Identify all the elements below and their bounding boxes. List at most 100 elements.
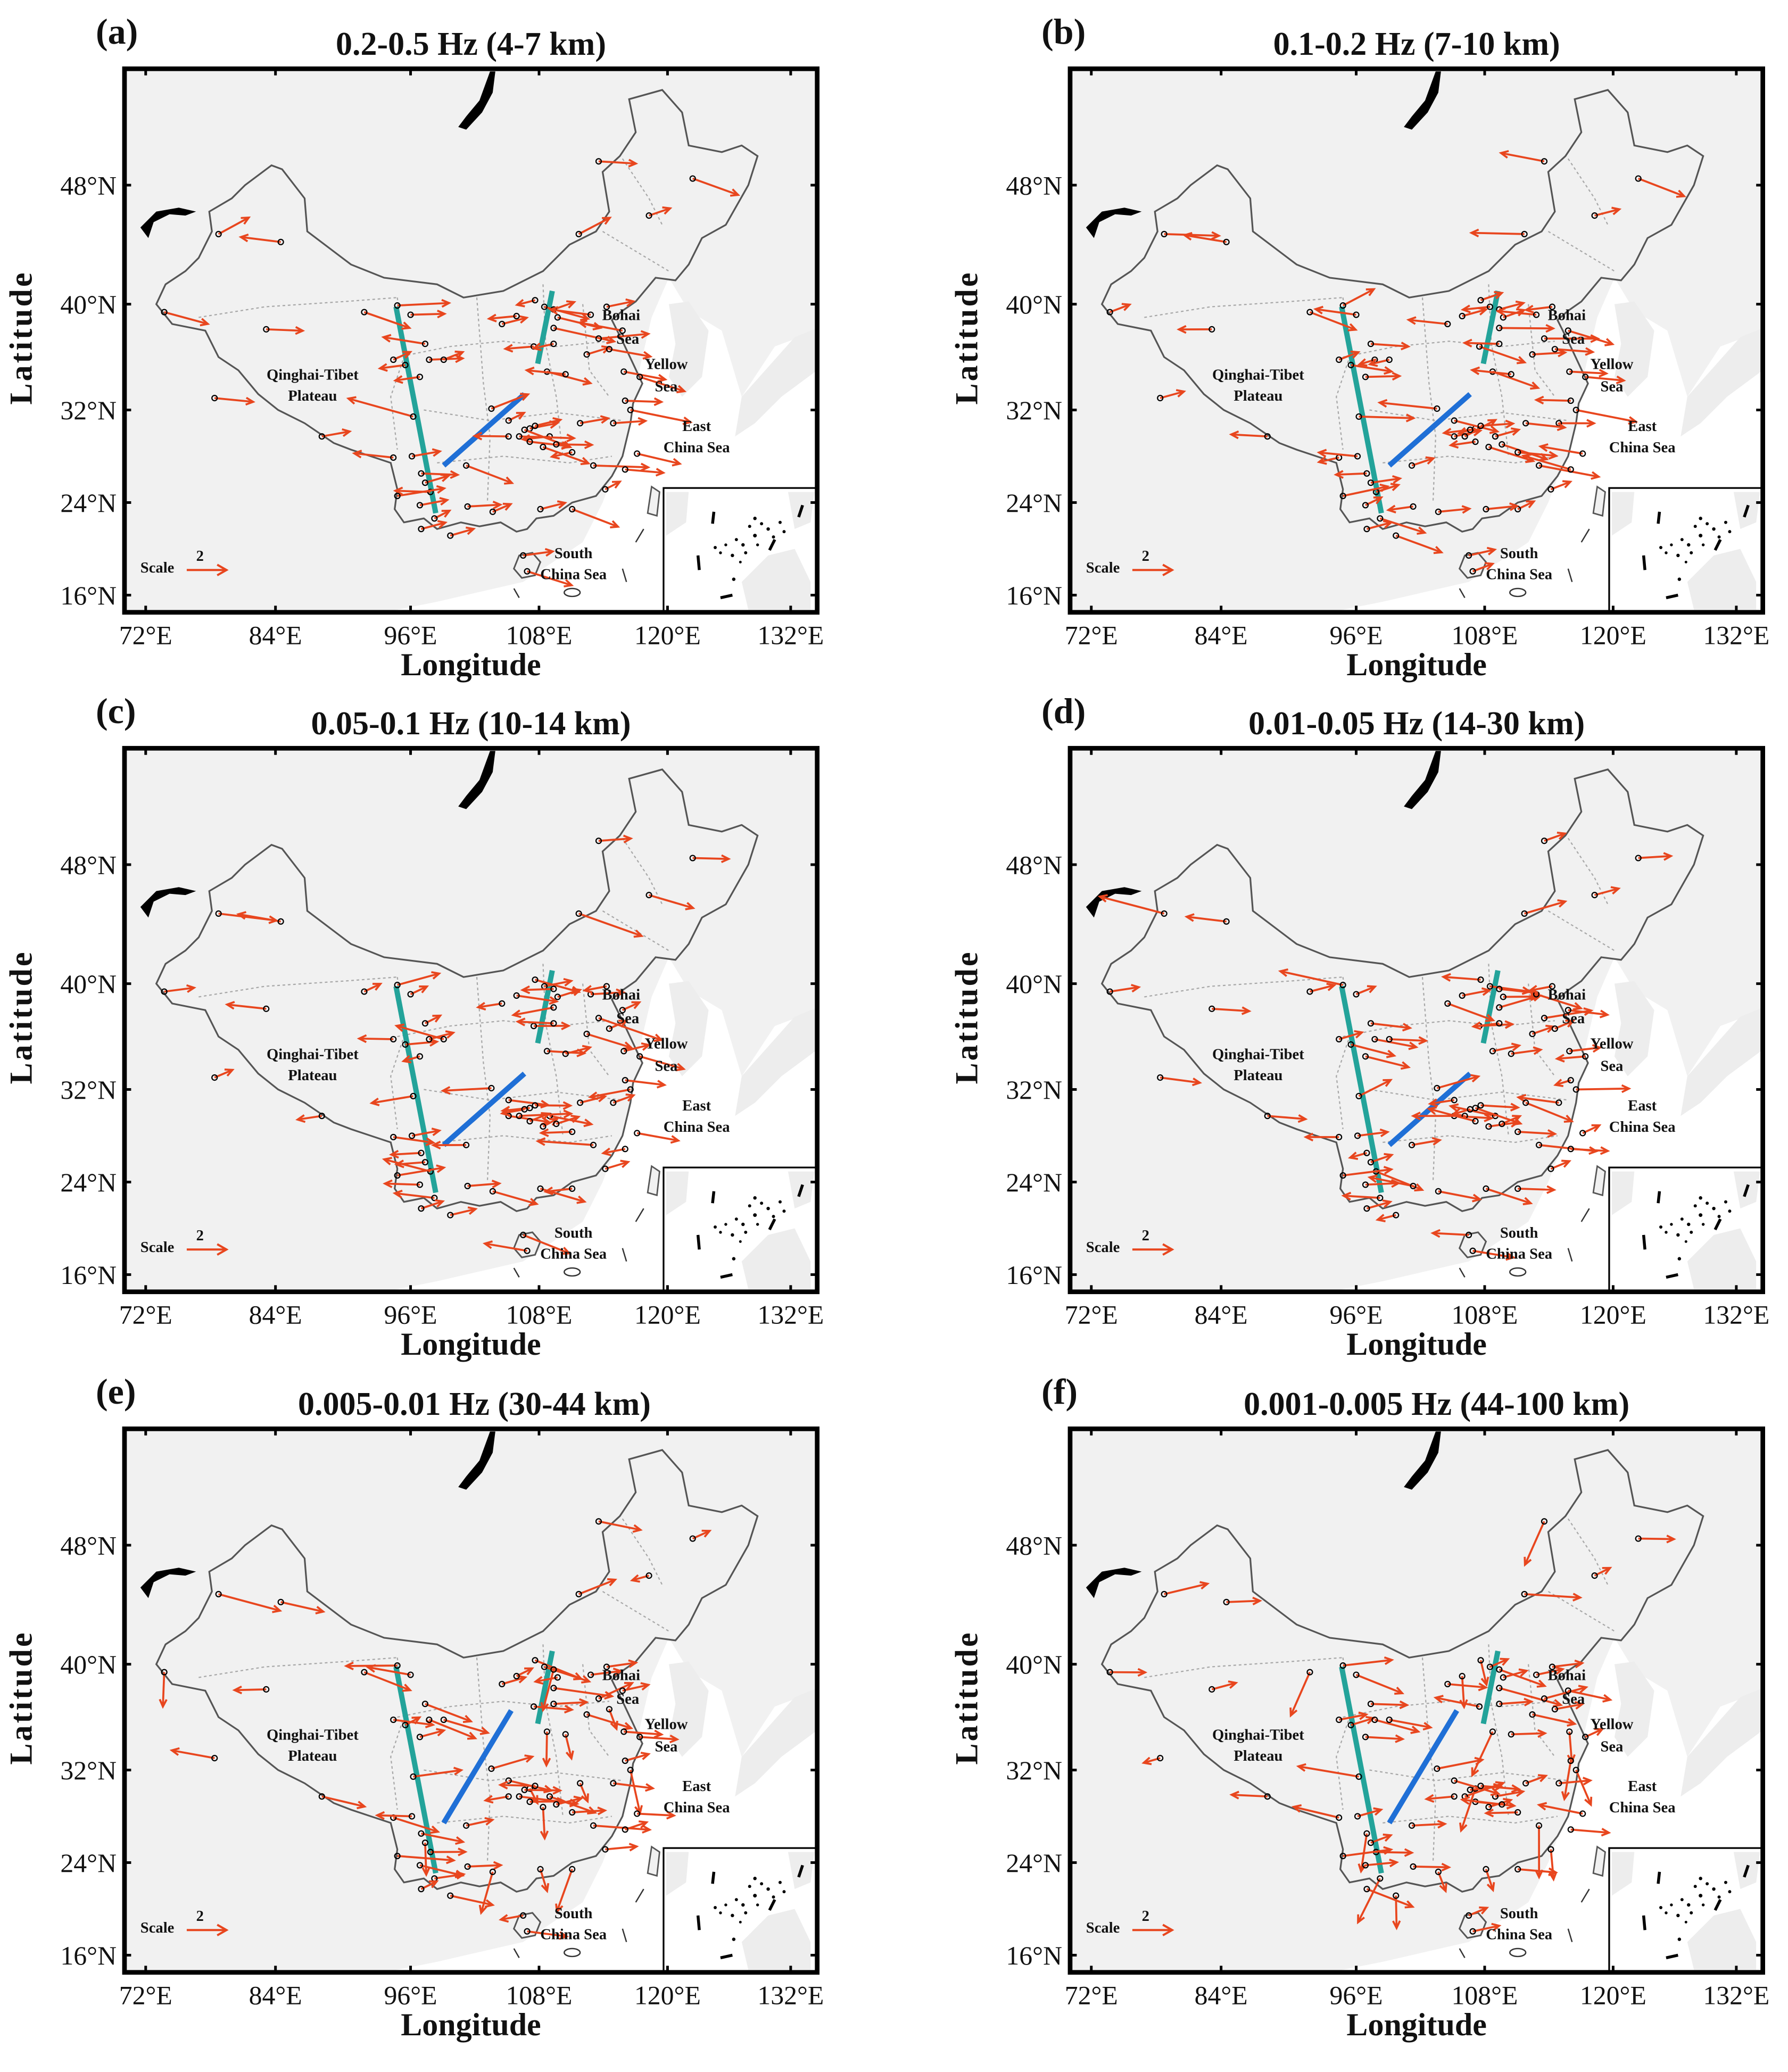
station-vector [1433, 1695, 1483, 1710]
station-marker-icon [361, 988, 368, 995]
x-tick-label: 72°E [1065, 1300, 1118, 1329]
station-vector [1354, 1128, 1390, 1139]
station-vector [553, 1795, 584, 1808]
station-vector [524, 1928, 569, 1940]
x-tick-label: 120°E [634, 620, 701, 650]
station-vector [1362, 1859, 1400, 1869]
station-vector [595, 1015, 664, 1042]
station-vector [361, 1669, 412, 1692]
station-marker-icon [1529, 1711, 1536, 1718]
station-marker-icon [1339, 1172, 1346, 1179]
station-vector [1223, 1596, 1263, 1606]
station-marker-icon [1572, 1767, 1579, 1773]
station-marker-icon [489, 1868, 496, 1876]
station-marker-icon [1339, 302, 1346, 309]
station-marker-icon [1469, 568, 1476, 575]
station-vector [533, 1674, 561, 1685]
station-vector [1499, 1114, 1522, 1128]
station-marker-icon [532, 976, 539, 983]
station-vector [1499, 150, 1548, 165]
station-vector [540, 443, 591, 466]
station-marker-icon [1354, 453, 1361, 460]
station-vector [1514, 449, 1559, 460]
station-vector [462, 1817, 495, 1829]
station-vector [238, 233, 284, 245]
station-vector [1522, 420, 1567, 432]
station-marker-icon [569, 1809, 576, 1816]
station-marker-icon [540, 1123, 547, 1130]
station-vector [1347, 1716, 1376, 1729]
station-marker-icon [1306, 1669, 1313, 1676]
station-vector [619, 1682, 651, 1694]
station-vector [1461, 303, 1494, 313]
station-marker-icon [1469, 1928, 1476, 1935]
label-yellow-2: Sea [1601, 379, 1624, 395]
y-tick-label: 40°N [1006, 1650, 1063, 1679]
hainan-outline [1459, 1912, 1487, 1939]
station-vector [1451, 428, 1483, 440]
korea-land [1615, 301, 1654, 397]
station-vector [577, 1093, 608, 1106]
station-vector [1477, 1657, 1489, 1687]
station-vector [1469, 1922, 1502, 1935]
label-bohai-1: Bohai [602, 987, 641, 1003]
station-marker-icon [590, 1141, 597, 1148]
station-vector [619, 1001, 642, 1014]
label-east-1: East [1628, 1098, 1657, 1114]
station-vector [1317, 449, 1361, 460]
station-vector [447, 1892, 495, 1908]
station-marker-icon [1499, 441, 1505, 448]
station-vector [418, 1880, 439, 1893]
station-marker-icon [1336, 1814, 1343, 1821]
y-tick-label: 24°N [60, 1168, 117, 1197]
station-marker-icon [1336, 356, 1343, 363]
station-marker-icon [1591, 212, 1598, 219]
station-marker-icon [1496, 341, 1503, 347]
label-east-2: China Sea [664, 1119, 730, 1136]
station-vector [569, 1806, 608, 1816]
scale-label: Scale [1086, 560, 1120, 576]
station-marker-icon [1451, 1793, 1458, 1800]
station-vector [1386, 1717, 1433, 1731]
station-marker-icon [562, 1731, 569, 1738]
station-marker-icon [1555, 1780, 1562, 1787]
station-vector [1097, 894, 1168, 917]
station-vector [426, 1717, 477, 1740]
station-vector [1367, 1020, 1413, 1032]
label-yellow-2: Sea [1601, 1739, 1624, 1755]
station-marker-icon [513, 1673, 520, 1680]
station-marker-icon [418, 1886, 425, 1893]
station-vector [1591, 1567, 1612, 1579]
station-vector [577, 319, 626, 334]
station-vector [377, 361, 409, 372]
station-vector [606, 1020, 628, 1032]
station-marker-icon [1410, 1182, 1417, 1189]
station-vector [1347, 1041, 1397, 1058]
station-vector [1528, 983, 1556, 993]
blue-profile [442, 1071, 526, 1147]
station-marker-icon [416, 1734, 424, 1741]
station-marker-icon [540, 1804, 547, 1811]
station-vector [1533, 1666, 1565, 1678]
station-vectors [161, 158, 741, 587]
station-vector [346, 396, 417, 420]
station-vector [505, 411, 526, 424]
station-marker-icon [1567, 397, 1574, 404]
station-vector [1208, 1005, 1252, 1015]
station-marker-icon [426, 1035, 433, 1042]
station-vector [1572, 1767, 1593, 1807]
station-marker-icon [610, 420, 617, 427]
station-vector [541, 977, 574, 990]
station-marker-icon [1355, 1773, 1362, 1780]
scale-value: 2 [1142, 1908, 1149, 1925]
station-marker-icon [583, 351, 590, 358]
station-marker-icon [1496, 325, 1503, 331]
station-marker-icon [1477, 1657, 1484, 1664]
station-vector [394, 1853, 456, 1864]
station-marker-icon [636, 374, 643, 380]
label-east-2: China Sea [664, 440, 730, 456]
station-marker-icon [489, 1188, 496, 1195]
station-marker-icon [1264, 1793, 1271, 1800]
station-marker-icon [562, 1050, 569, 1057]
axis-tick-labels: 72°E 84°E 96°E 108°E 120°E 132°E 48°N 40°N 32°N 2… [1006, 1531, 1770, 2010]
